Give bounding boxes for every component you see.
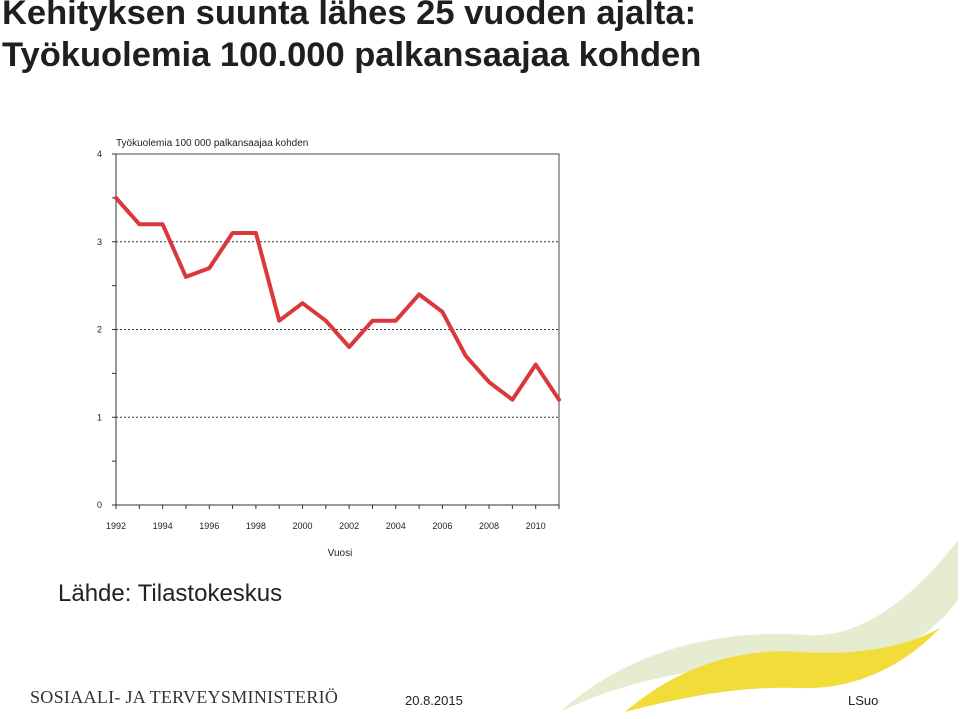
chart-marks: [114, 195, 561, 402]
chart-axes: 0 1 2 3 4 1992 1994 1996 1998 2000 2002 2004 2006 200…: [97, 149, 560, 531]
x-tick-label: 2000: [293, 521, 313, 531]
chart-grid: [116, 241, 559, 418]
x-axis-label: Vuosi: [328, 548, 353, 559]
source-text: Lähde: Tilastokeskus: [58, 580, 283, 607]
x-tick-label: 1992: [106, 521, 126, 531]
data-point: [347, 345, 351, 349]
data-point: [487, 380, 491, 384]
data-point: [440, 310, 444, 314]
y-tick-label: 1: [97, 412, 102, 422]
y-tick-label: 3: [97, 237, 102, 247]
x-tick-label: 2002: [339, 521, 359, 531]
y-tick-label: 2: [97, 325, 102, 335]
data-point: [254, 231, 258, 235]
x-tick-label: 1996: [199, 521, 219, 531]
plot-frame: [116, 153, 560, 505]
data-point: [161, 222, 165, 226]
y-tick-label: 4: [97, 149, 102, 159]
slide-title-line-1: Kehityksen suunta lähes 25 vuoden ajalta…: [2, 0, 697, 32]
y-tick-label: 0: [97, 500, 102, 510]
swoosh-outer-shape: [560, 540, 958, 712]
swoosh-inner-shape: [625, 628, 940, 712]
data-point: [464, 354, 468, 358]
x-tick-label: 2010: [526, 521, 546, 531]
data-point: [324, 319, 328, 323]
x-tick-label: 1994: [153, 521, 173, 531]
x-tick-label: 2006: [432, 521, 452, 531]
data-point: [394, 319, 398, 323]
slide-title-line-2: Työkuolemia 100.000 palkansaajaa kohden: [2, 36, 702, 74]
slide-title: Kehityksen suunta lähes 25 vuoden ajalta…: [2, 0, 701, 76]
data-point: [184, 275, 188, 279]
footer-author: LSuo: [848, 693, 879, 708]
footer-date: 20.8.2015: [405, 693, 463, 708]
data-point: [557, 398, 561, 402]
data-point: [114, 196, 118, 200]
data-point: [137, 222, 141, 226]
data-point: [510, 398, 514, 402]
data-point: [231, 231, 235, 235]
data-point: [301, 301, 305, 305]
x-tick-label: 2008: [479, 521, 499, 531]
data-point: [207, 266, 211, 270]
x-tick-label: 1998: [246, 521, 266, 531]
x-tick-label: 2004: [386, 521, 406, 531]
data-point: [417, 292, 421, 296]
data-point: [277, 319, 281, 323]
data-point: [370, 319, 374, 323]
chart-title: Työkuolemia 100 000 palkansaajaa kohden: [116, 138, 308, 149]
series-line: [114, 195, 561, 402]
footer-organization: SOSIAALI- JA TERVEYSMINISTERIÖ: [30, 687, 339, 707]
data-point: [534, 363, 538, 367]
